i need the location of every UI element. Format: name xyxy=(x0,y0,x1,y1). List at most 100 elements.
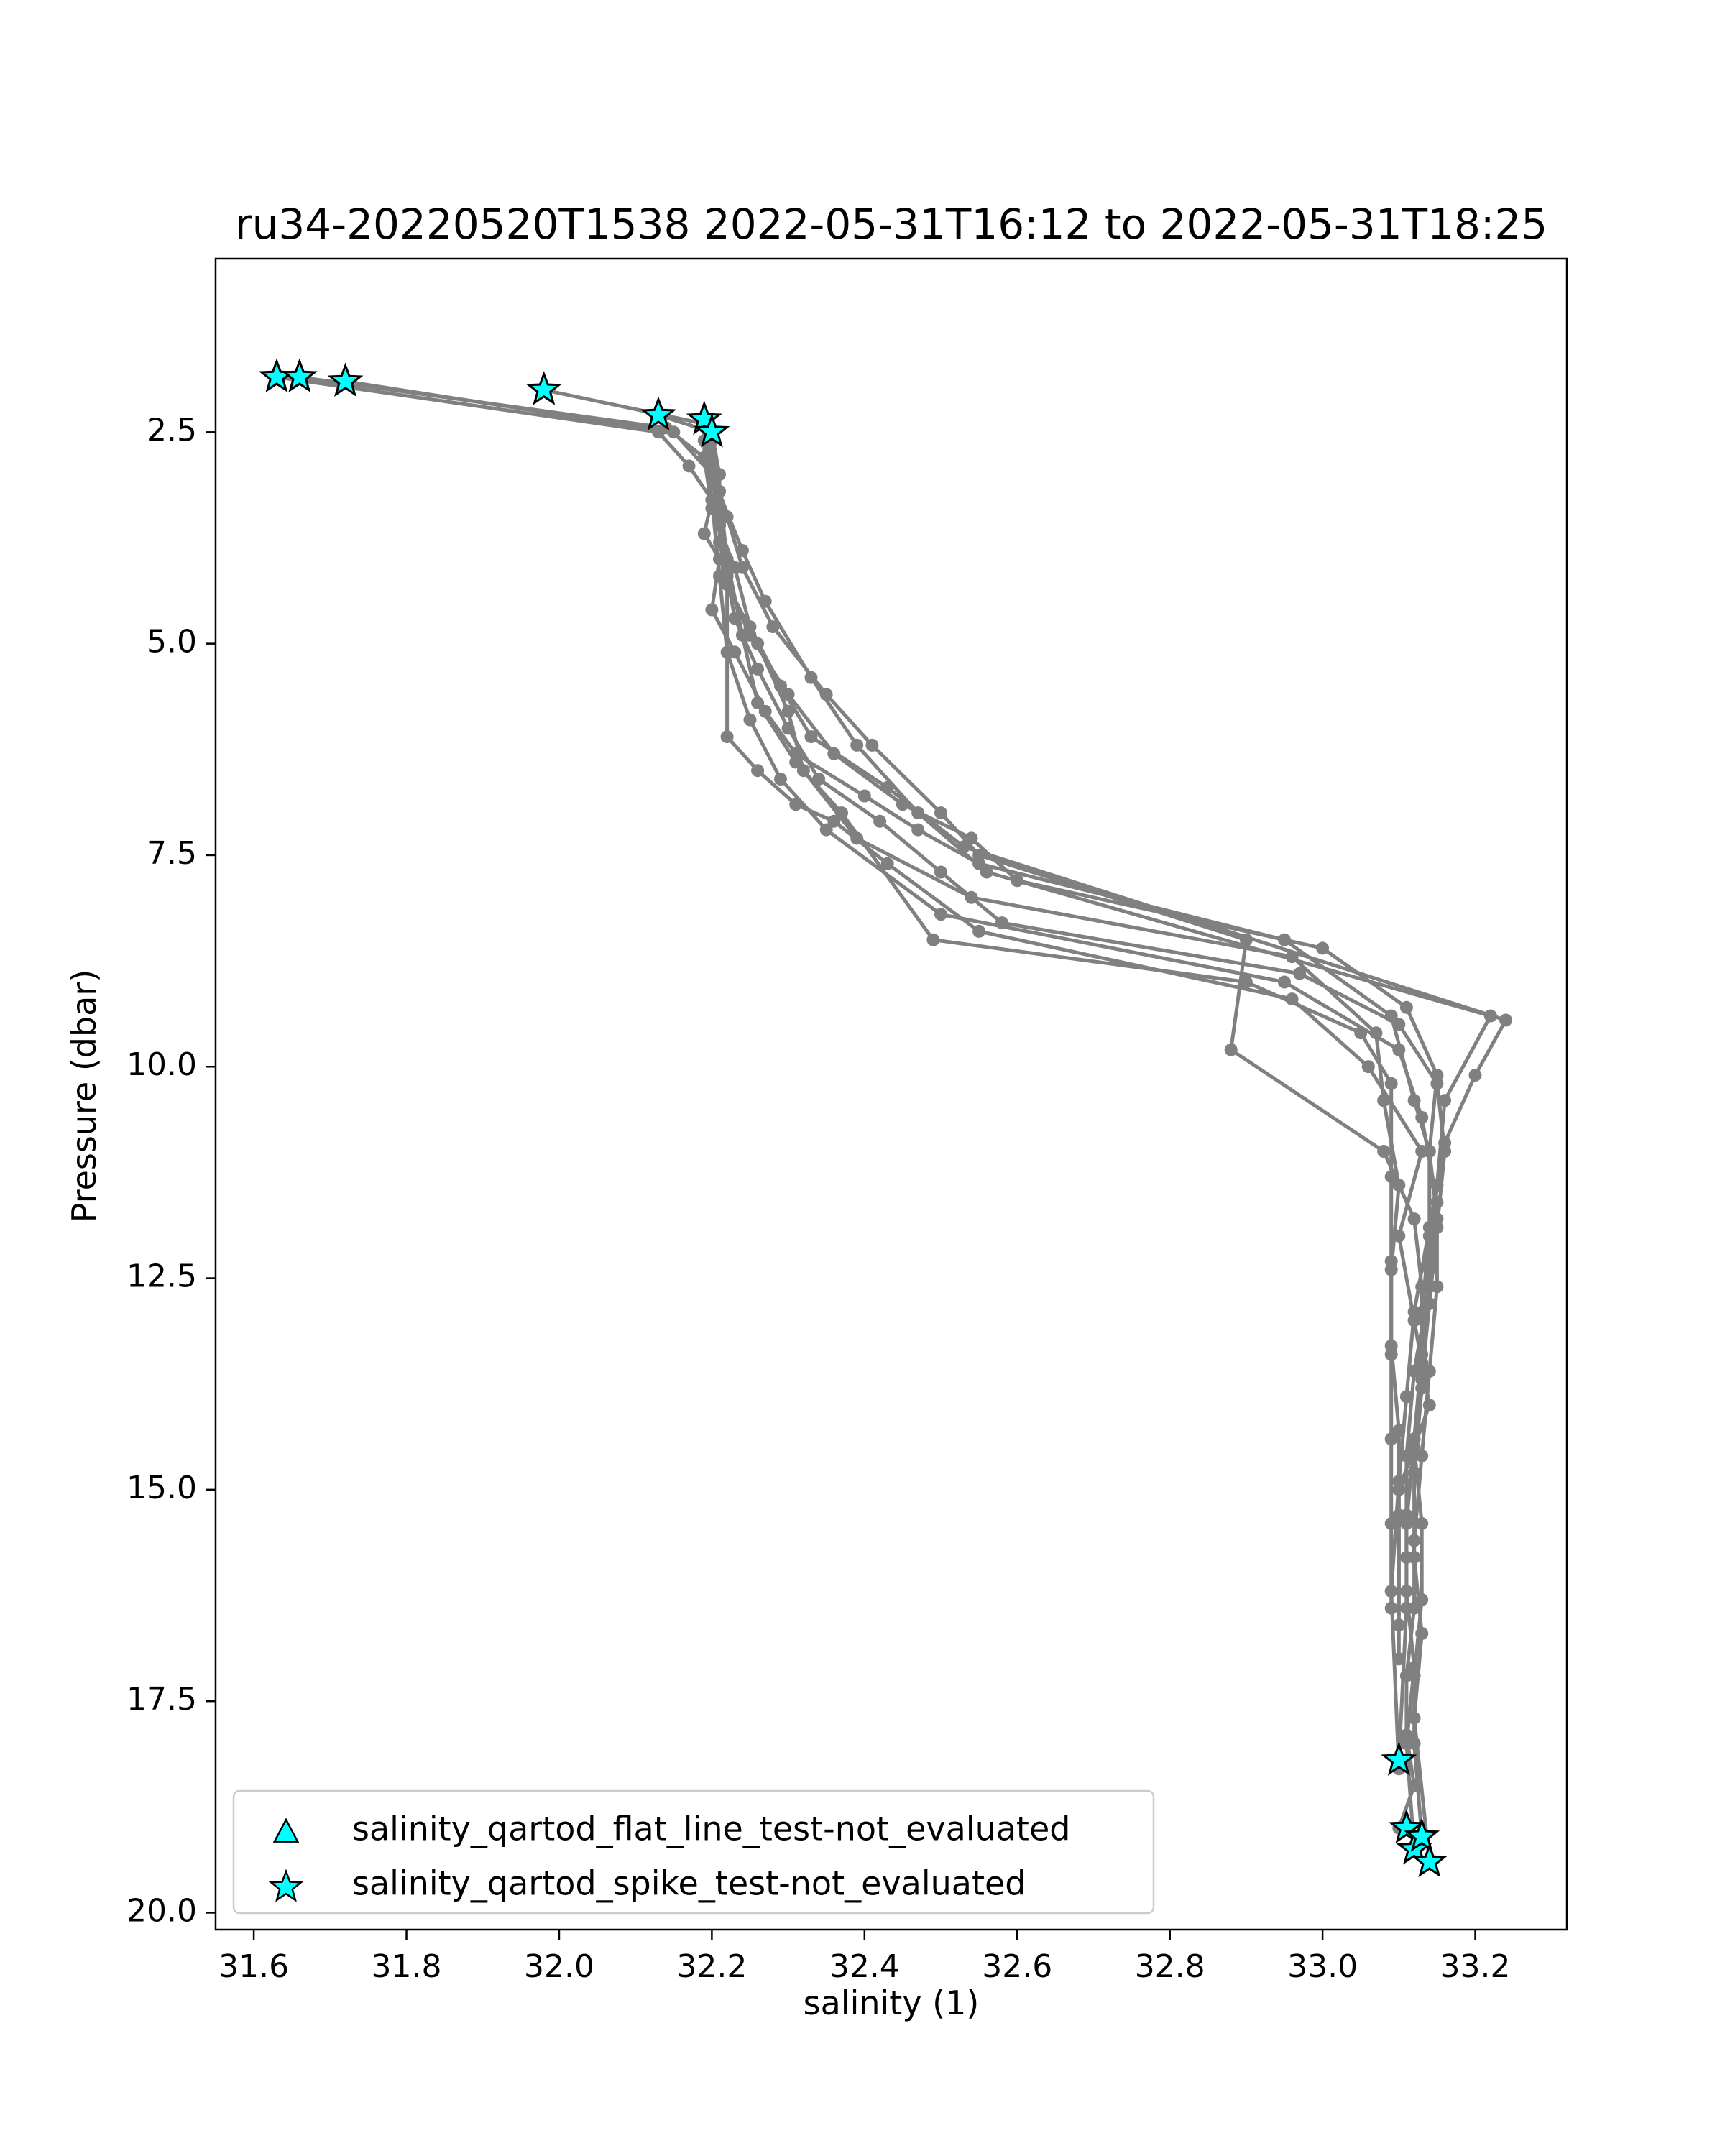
data-point xyxy=(697,527,711,540)
data-point xyxy=(873,814,887,828)
data-point xyxy=(1354,1026,1368,1040)
data-point xyxy=(995,916,1008,930)
data-point xyxy=(1415,1516,1429,1530)
data-point xyxy=(743,713,757,727)
data-point xyxy=(1399,1390,1413,1404)
data-point xyxy=(972,848,986,862)
data-point xyxy=(774,773,787,786)
data-point xyxy=(1278,975,1291,989)
data-point xyxy=(1399,1516,1413,1530)
data-point xyxy=(804,730,818,744)
data-point xyxy=(758,594,772,608)
data-point xyxy=(1399,1601,1413,1615)
data-point xyxy=(1361,1060,1375,1074)
spike-flag-marker xyxy=(694,413,730,448)
data-point xyxy=(781,688,795,701)
legend-label-spike: salinity_qartod_spike_test-not_evaluated xyxy=(352,1864,1026,1903)
data-point xyxy=(720,510,734,524)
data-point xyxy=(1407,1779,1421,1792)
data-point xyxy=(1384,1516,1398,1530)
data-point xyxy=(1377,1094,1391,1107)
data-point xyxy=(957,840,970,854)
data-point xyxy=(751,764,765,778)
data-point xyxy=(1285,992,1299,1006)
data-point xyxy=(1384,1601,1398,1615)
y-tick-label: 15.0 xyxy=(126,1470,197,1506)
profile-line-2 xyxy=(345,379,1439,1863)
data-point xyxy=(1384,1077,1398,1090)
spike-flag-marker xyxy=(1381,1741,1417,1776)
data-point xyxy=(720,645,734,659)
data-point xyxy=(743,620,757,634)
data-point xyxy=(1392,1483,1406,1496)
data-point xyxy=(926,933,940,946)
data-point xyxy=(774,679,787,693)
data-point xyxy=(751,637,765,650)
y-tick-label: 7.5 xyxy=(147,835,197,872)
data-point xyxy=(1407,1661,1421,1674)
plot-frame xyxy=(214,257,1568,1931)
data-point xyxy=(1415,1593,1429,1606)
data-point xyxy=(1422,1263,1436,1276)
data-point xyxy=(934,806,947,820)
data-point xyxy=(1407,1711,1421,1725)
data-point xyxy=(835,806,848,820)
data-point xyxy=(911,806,925,820)
data-point xyxy=(1415,1145,1429,1158)
data-point xyxy=(720,730,734,744)
data-point xyxy=(1468,1069,1482,1082)
data-point xyxy=(751,662,765,676)
data-point xyxy=(1415,1110,1429,1124)
data-point xyxy=(1224,1043,1238,1056)
data-point xyxy=(1415,1449,1429,1462)
data-point xyxy=(713,484,726,498)
data-point xyxy=(1377,1145,1391,1158)
data-point xyxy=(713,468,726,482)
profile-points xyxy=(270,370,1512,1869)
profile-line-1 xyxy=(299,375,1447,1837)
data-point xyxy=(705,493,719,507)
data-point xyxy=(1438,1136,1452,1150)
data-point xyxy=(1422,1280,1436,1294)
data-point xyxy=(1384,1255,1398,1268)
profile-line-6 xyxy=(709,431,1401,1608)
data-point xyxy=(728,612,742,625)
x-tick-label: 31.6 xyxy=(218,1948,289,1985)
data-point xyxy=(972,924,986,938)
x-tick-label: 32.0 xyxy=(524,1948,594,1985)
data-point xyxy=(1422,1365,1436,1378)
spike-flag-marker xyxy=(1388,1809,1425,1843)
profile-line-7 xyxy=(709,436,1401,1626)
chart-title: ru34-20220520T1538 2022-05-31T16:12 to 2… xyxy=(234,200,1548,249)
x-tick-label: 31.8 xyxy=(372,1948,442,1985)
y-tick-label: 2.5 xyxy=(147,412,197,448)
data-point xyxy=(796,764,810,778)
x-tick-label: 33.0 xyxy=(1287,1948,1358,1985)
data-point xyxy=(1392,1652,1406,1666)
spike-flag-marker xyxy=(1404,1818,1440,1852)
data-point xyxy=(1430,1069,1444,1082)
data-point xyxy=(1239,933,1253,946)
data-point xyxy=(1239,975,1253,989)
data-point xyxy=(735,628,749,642)
data-point xyxy=(682,459,696,473)
data-point xyxy=(1392,1508,1406,1522)
data-point xyxy=(1392,1618,1406,1632)
data-point xyxy=(1399,1585,1413,1598)
data-point xyxy=(819,823,833,837)
x-tick-label: 32.6 xyxy=(982,1948,1052,1985)
data-point xyxy=(705,603,719,617)
data-point xyxy=(865,738,879,752)
data-point xyxy=(1484,1009,1497,1023)
x-tick-label: 32.8 xyxy=(1135,1948,1205,1985)
data-point xyxy=(1407,1432,1421,1446)
data-point xyxy=(804,671,818,684)
data-point xyxy=(1384,1432,1398,1446)
x-axis-label: salinity (1) xyxy=(803,1984,980,2022)
data-point xyxy=(1407,1466,1421,1480)
data-point xyxy=(1293,967,1307,980)
spike-flag-marker xyxy=(640,396,677,431)
data-point xyxy=(1415,1627,1429,1640)
profile-line-9 xyxy=(709,440,1432,1659)
